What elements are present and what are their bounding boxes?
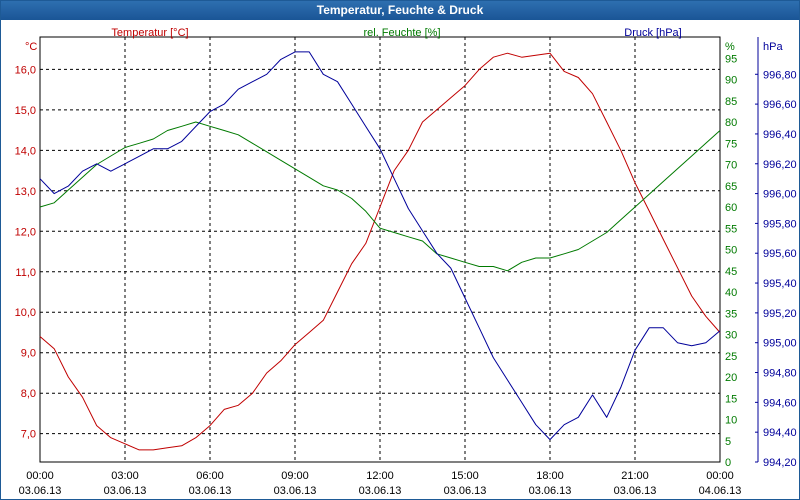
- humidity-tick-label: 65: [725, 181, 737, 193]
- temp-tick-label: 15,0: [15, 105, 36, 117]
- x-tick-time: 00:00: [26, 470, 54, 482]
- humidity-tick-label: 0: [725, 457, 731, 469]
- pressure-tick-label: 995,80: [763, 218, 797, 230]
- humidity-tick-label: 40: [725, 287, 737, 299]
- x-tick-date: 03.06.13: [359, 485, 402, 497]
- humidity-tick-label: 15: [725, 393, 737, 405]
- pressure-tick-label: 996,20: [763, 159, 797, 171]
- humidity-tick-label: 45: [725, 266, 737, 278]
- pressure-tick-label: 996,00: [763, 189, 797, 201]
- humidity-tick-label: 60: [725, 202, 737, 214]
- temp-tick-label: 14,0: [15, 145, 36, 157]
- humidity-tick-label: 30: [725, 330, 737, 342]
- temp-tick-label: 12,0: [15, 226, 36, 238]
- x-tick-date: 03.06.13: [614, 485, 657, 497]
- temp-tick-label: 11,0: [15, 267, 36, 279]
- humidity-tick-label: 75: [725, 138, 737, 150]
- temperature-line: [39, 52, 721, 451]
- humidity-tick-label: 70: [725, 160, 737, 172]
- humidity-tick-label: 5: [725, 436, 731, 448]
- grid: [40, 37, 720, 462]
- x-tick-date: 03.06.13: [444, 485, 487, 497]
- temp-axis-label: Temperatur [°C]: [111, 27, 188, 39]
- pressure-tick-label: 996,60: [763, 99, 797, 111]
- pressure-tick-label: 996,80: [763, 69, 797, 81]
- temp-tick-label: 9,0: [21, 348, 36, 360]
- x-tick-date: 03.06.13: [189, 485, 232, 497]
- x-tick-time: 15:00: [451, 470, 479, 482]
- series-group: [39, 51, 721, 451]
- x-tick-date: 03.06.13: [529, 485, 572, 497]
- x-tick-time: 18:00: [536, 470, 564, 482]
- pressure-line: [39, 51, 721, 441]
- x-tick-time: 09:00: [281, 470, 309, 482]
- x-tick-time: 12:00: [366, 470, 394, 482]
- axes-group: 00:00 03.06.13 03:00 03.06.13 06:00 03.06.13 0…: [15, 53, 797, 497]
- humidity-tick-label: 55: [725, 223, 737, 235]
- x-tick-date: 03.06.13: [274, 485, 317, 497]
- pressure-tick-label: 995,00: [763, 338, 797, 350]
- pressure-axis-label: Druck [hPa]: [624, 27, 681, 39]
- humidity-tick-label: 25: [725, 351, 737, 363]
- pressure-tick-label: 994,60: [763, 397, 797, 409]
- temp-tick-label: 7,0: [21, 429, 36, 441]
- pressure-tick-label: 994,20: [763, 457, 797, 469]
- pressure-tick-label: 994,80: [763, 368, 797, 380]
- temp-tick-label: 8,0: [21, 388, 36, 400]
- humidity-tick-label: 95: [725, 53, 737, 65]
- humidity-tick-label: 35: [725, 308, 737, 320]
- humidity-line: [39, 121, 721, 272]
- pressure-tick-label: 996,40: [763, 129, 797, 141]
- x-tick-time: 06:00: [196, 470, 224, 482]
- pressure-tick-label: 994,40: [763, 427, 797, 439]
- temp-unit-label: °C: [25, 41, 37, 53]
- pressure-tick-label: 995,40: [763, 278, 797, 290]
- humidity-tick-label: 80: [725, 117, 737, 129]
- x-tick-date: 03.06.13: [104, 485, 147, 497]
- humidity-tick-label: 10: [725, 415, 737, 427]
- humidity-tick-label: 20: [725, 372, 737, 384]
- temp-tick-label: 13,0: [15, 186, 36, 198]
- humidity-axis-label: rel. Feuchte [%]: [363, 27, 440, 39]
- pressure-tick-label: 995,60: [763, 248, 797, 260]
- humidity-tick-label: 50: [725, 245, 737, 257]
- temp-tick-label: 16,0: [15, 64, 36, 76]
- humidity-tick-label: 85: [725, 96, 737, 108]
- humidity-tick-label: 90: [725, 75, 737, 87]
- x-tick-time: 21:00: [621, 470, 649, 482]
- temp-tick-label: 10,0: [15, 307, 36, 319]
- x-tick-time: 03:00: [111, 470, 139, 482]
- pressure-tick-label: 995,20: [763, 308, 797, 320]
- pressure-unit-label: hPa: [763, 41, 783, 53]
- chart-title: Temperatur, Feuchte & Druck: [1, 1, 799, 20]
- x-tick-time: 00:00: [706, 470, 734, 482]
- humidity-unit-label: %: [725, 41, 735, 53]
- x-tick-date: 03.06.13: [19, 485, 62, 497]
- x-tick-date: 04.06.13: [699, 485, 742, 497]
